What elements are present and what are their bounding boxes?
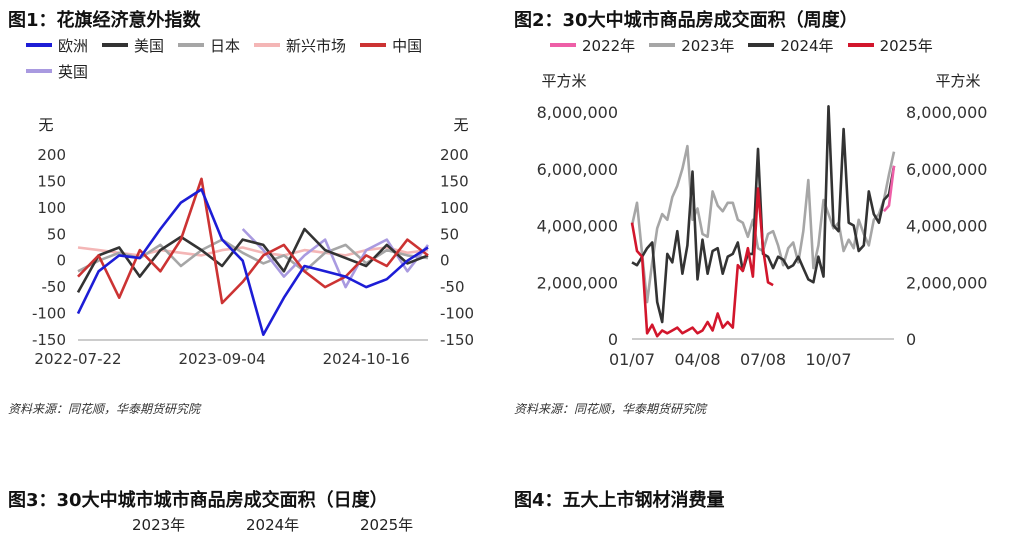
- chart2-legend-label-2: 2024年: [780, 36, 834, 55]
- chart1-legend-label-5: 英国: [58, 62, 89, 81]
- chart1-series-line-1: [76, 227, 429, 294]
- chart1-legend-item-5: 英国: [26, 58, 88, 84]
- chart1-ytick-right-0: -150: [440, 331, 474, 349]
- chart2-series-line-3: [630, 187, 774, 338]
- chart2-xtick-2: 07/08: [740, 350, 786, 369]
- chart1-legend-item-3: 新兴市场: [254, 32, 346, 58]
- chart2-legend-item-0: 2022年: [550, 32, 635, 58]
- chart1-legend-item-0: 欧洲: [26, 32, 88, 58]
- chart2-series-line-1: [630, 144, 896, 304]
- chart1-title: 图1：花旗经济意外指数: [8, 10, 201, 31]
- chart2-ytick-right-3: 6,000,000: [906, 160, 987, 179]
- chart2-legend-swatch-2: [748, 43, 775, 47]
- chart1-ytick-left-2: -50: [42, 278, 67, 296]
- chart2-ytick-right-2: 4,000,000: [906, 217, 987, 236]
- chart2-legend-label-3: 2025年: [879, 36, 933, 55]
- chart1-legend-swatch-0: [26, 43, 52, 47]
- chart1-series-line-3: [77, 246, 429, 257]
- chart1-ytick-right-3: 0: [440, 252, 450, 270]
- chart1-series-line-0: [76, 188, 429, 336]
- chart2-ytick-right-1: 2,000,000: [906, 273, 987, 292]
- chart1-xtick-1: 2023-09-04: [179, 350, 266, 368]
- chart2-legend-swatch-1: [649, 43, 676, 47]
- chart2-ylabel-right: 平方米: [935, 72, 980, 90]
- chart2-legend-item-3: 2025年: [847, 32, 933, 58]
- chart1-ytick-right-7: 200: [440, 146, 469, 164]
- chart2-ytick-left-1: 2,000,000: [537, 273, 618, 292]
- chart2-xtick-1: 04/08: [674, 350, 720, 369]
- chart2-series-line-0: [882, 165, 896, 213]
- chart1-legend-label-1: 美国: [134, 36, 165, 55]
- chart1-legend-label-2: 日本: [210, 36, 241, 55]
- chart1-legend-swatch-1: [102, 43, 129, 47]
- chart2-legend-label-0: 2022年: [582, 36, 636, 55]
- chart2-legend-item-2: 2024年: [748, 32, 834, 58]
- chart2-legend-item-1: 2023年: [649, 32, 734, 58]
- chart2-ytick-left-3: 6,000,000: [537, 160, 618, 179]
- chart2-ytick-left-0: 0: [608, 330, 618, 349]
- chart1-ytick-right-1: -100: [440, 305, 474, 323]
- chart1-ytick-right-6: 150: [440, 172, 469, 190]
- chart1-legend-item-2: 日本: [178, 32, 240, 58]
- chart1-ylabel-left: 无: [38, 116, 53, 134]
- chart2-ylabel-left: 平方米: [541, 72, 586, 90]
- chart2-xtick-3: 10/07: [805, 350, 851, 369]
- chart1-legend-swatch-2: [178, 43, 205, 47]
- chart3-legend-2024: 2024年: [246, 516, 300, 534]
- chart2-source: 资料来源：同花顺，华泰期货研究院: [514, 402, 707, 416]
- chart2-ytick-left-4: 8,000,000: [537, 103, 618, 122]
- chart1-ytick-left-4: 50: [47, 225, 66, 243]
- chart1-ytick-left-0: -150: [32, 331, 66, 349]
- chart1-xtick-0: 2022-07-22: [34, 350, 121, 368]
- chart1-ytick-left-5: 100: [37, 199, 66, 217]
- chart2-legend-label-1: 2023年: [681, 36, 735, 55]
- chart2-xtick-0: 01/07: [609, 350, 655, 369]
- chart3-title: 图3：30大中城市城市商品房成交面积（日度）: [8, 490, 388, 511]
- chart2-ytick-left-2: 4,000,000: [537, 217, 618, 236]
- chart1-ylabel-right: 无: [453, 116, 468, 134]
- chart1-ytick-left-3: 0: [56, 252, 66, 270]
- chart1-legend-swatch-4: [360, 43, 387, 47]
- chart1-source: 资料来源：同花顺，华泰期货研究院: [8, 402, 201, 416]
- chart1-legend-swatch-3: [254, 43, 281, 47]
- chart1-ytick-left-6: 150: [37, 172, 66, 190]
- chart2-ytick-right-4: 8,000,000: [906, 103, 987, 122]
- chart1-legend-label-0: 欧洲: [58, 36, 89, 55]
- chart2-legend: 2022年 2023年 2024年 2025年: [550, 32, 1020, 58]
- chart1-ytick-right-2: -50: [440, 278, 465, 296]
- chart1-ytick-left-1: -100: [32, 305, 66, 323]
- chart4-title: 图4：五大上市钢材消费量: [514, 490, 725, 511]
- chart1-legend-label-4: 中国: [392, 36, 423, 55]
- chart1-svg: 无 无 -150 -150 -100 -100 -50 -50 0 0 50 50 100 100 150 1…: [32, 116, 474, 368]
- chart1-xtick-2: 2024-10-16: [323, 350, 410, 368]
- chart2-legend-swatch-0: [550, 43, 576, 47]
- chart2-ytick-right-0: 0: [906, 330, 916, 349]
- chart3-legend-2025: 2025年: [360, 516, 414, 534]
- chart1-legend-label-3: 新兴市场: [286, 36, 347, 55]
- chart1-legend-item-4: 中国: [360, 32, 422, 58]
- chart1-ytick-left-7: 200: [37, 146, 66, 164]
- chart3-legend-2023: 2023年: [132, 516, 186, 534]
- chart2-svg: 平方米 平方米 0 0 2,000,000 2,000,000 4,000,000 4,000…: [537, 72, 988, 369]
- chart1-legend: 欧洲 美国 日本 新兴市场 中国英国: [26, 32, 506, 84]
- chart1-ytick-right-5: 100: [440, 199, 469, 217]
- chart2-legend-swatch-3: [847, 43, 874, 47]
- chart1-legend-item-1: 美国: [102, 32, 164, 58]
- chart2-series-line-2: [631, 105, 896, 324]
- chart1-ytick-right-4: 50: [440, 225, 459, 243]
- chart1-legend-swatch-5: [26, 69, 52, 73]
- chart2-title: 图2：30大中城市商品房成交面积（周度）: [514, 10, 858, 31]
